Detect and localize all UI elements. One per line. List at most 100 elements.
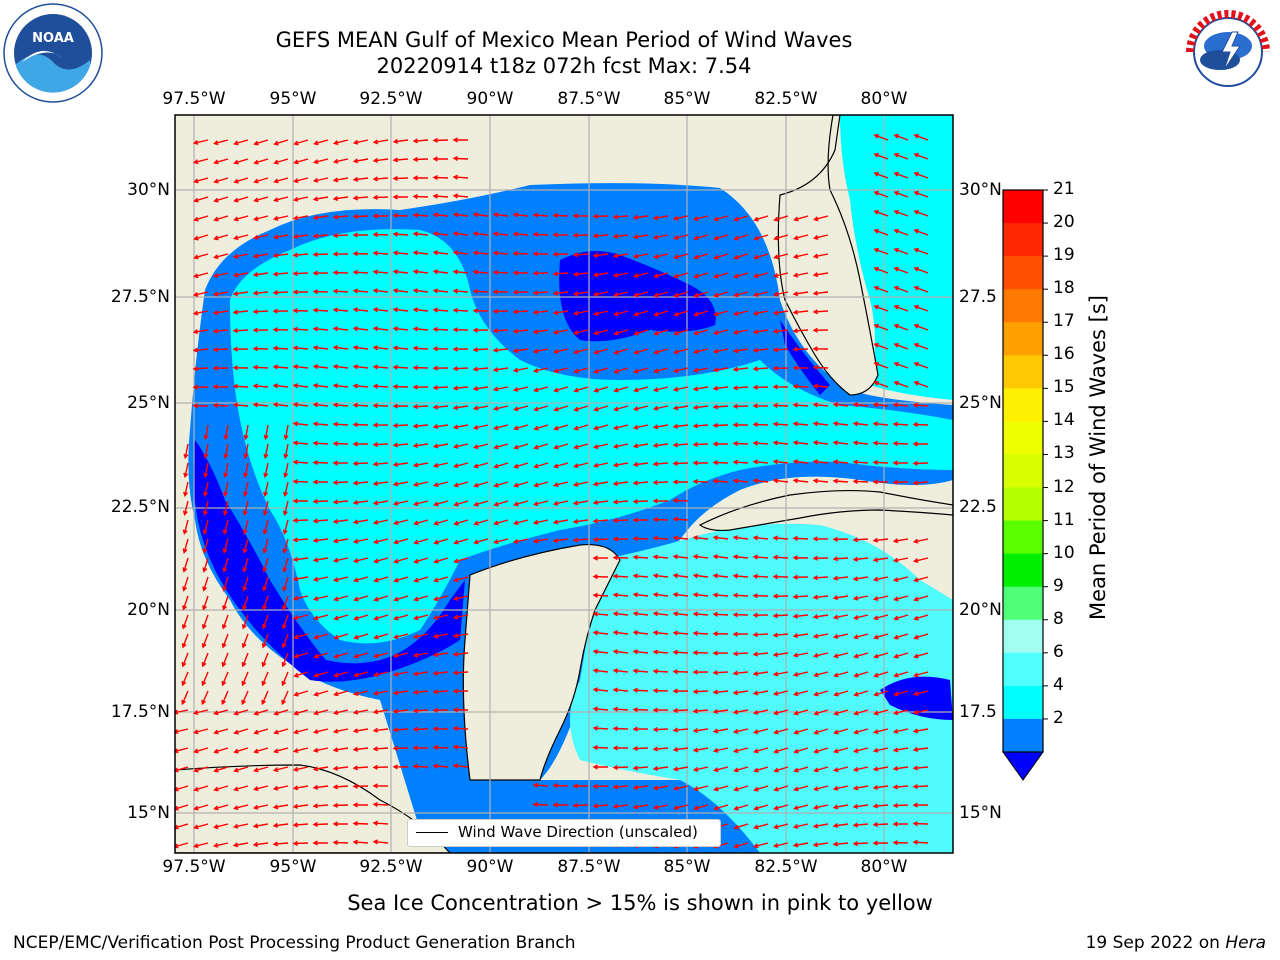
wave-arrow: [772, 328, 789, 334]
wave-arrow: [912, 402, 929, 408]
wave-arrow: [772, 613, 789, 619]
wave-arrow: [632, 649, 649, 655]
wave-arrow: [753, 766, 769, 773]
wave-arrow: [432, 175, 449, 181]
wave-arrow: [733, 785, 749, 792]
wave-arrow: [292, 233, 309, 240]
wave-arrow: [452, 633, 469, 639]
wave-arrow: [592, 462, 609, 468]
wave-arrow: [352, 820, 369, 827]
wave-arrow: [713, 291, 729, 298]
wave-arrow: [352, 499, 369, 505]
wave-arrow: [772, 440, 789, 446]
wave-arrow: [332, 251, 349, 257]
wave-arrow: [281, 690, 289, 706]
wave-arrow: [632, 424, 649, 430]
wave-arrow: [292, 326, 309, 332]
colorbar-tick-label: 9: [1053, 575, 1064, 596]
wave-arrow: [182, 576, 189, 592]
wave-arrow: [753, 253, 769, 260]
wave-arrow: [472, 347, 489, 353]
wave-arrow: [912, 802, 929, 808]
wave-arrow: [332, 460, 349, 466]
wave-arrow: [752, 632, 769, 638]
wave-arrow: [632, 443, 649, 449]
wave-arrow: [412, 345, 429, 351]
wave-arrow: [182, 557, 189, 573]
wave-arrow: [832, 785, 849, 791]
wave-arrow: [372, 820, 389, 826]
wave-arrow: [532, 290, 549, 296]
wave-arrow: [433, 500, 449, 507]
wave-arrow: [473, 481, 489, 488]
wave-arrow: [672, 535, 689, 541]
wave-arrow: [512, 386, 529, 392]
wave-arrow: [312, 214, 329, 220]
wave-arrow: [452, 725, 469, 731]
wave-arrow: [892, 479, 909, 485]
wave-arrow: [452, 212, 469, 218]
wave-arrow: [372, 727, 389, 733]
wave-arrow: [392, 288, 409, 294]
wave-arrow: [241, 652, 249, 668]
wave-arrow: [772, 310, 789, 316]
wave-arrow: [793, 690, 809, 697]
wave-arrow: [192, 347, 209, 353]
wave-arrow: [672, 727, 689, 733]
colorbar-segment: [1003, 619, 1043, 654]
wave-arrow: [593, 424, 609, 431]
wave-arrow: [692, 669, 709, 675]
wave-arrow: [212, 328, 229, 334]
wave-arrow: [792, 842, 809, 848]
wave-arrow: [253, 139, 269, 146]
wave-arrow: [453, 538, 469, 545]
wave-arrow: [592, 803, 609, 809]
lat-tick-right: 30°N: [959, 180, 1002, 200]
wave-arrow: [432, 689, 449, 695]
wave-arrow: [192, 366, 209, 372]
wave-arrow: [712, 689, 729, 695]
wave-arrow: [272, 785, 289, 791]
wave-arrow: [612, 480, 629, 486]
wave-arrow: [262, 576, 269, 592]
wave-arrow: [332, 557, 349, 563]
wave-arrow: [792, 478, 809, 484]
wave-arrow: [332, 840, 349, 846]
wave-arrow: [193, 823, 209, 830]
wave-arrow: [672, 386, 689, 392]
wave-arrow: [912, 728, 929, 734]
wave-arrow: [553, 405, 569, 412]
wave-arrow: [572, 519, 589, 525]
wave-arrow: [773, 804, 789, 811]
wave-arrow: [273, 139, 289, 146]
wave-arrow: [532, 801, 549, 808]
wave-arrow: [332, 479, 349, 486]
wave-arrow: [712, 404, 729, 410]
wave-arrow: [332, 821, 349, 827]
wave-arrow: [201, 690, 209, 706]
wave-arrow: [773, 253, 789, 260]
wave-arrow: [352, 746, 369, 752]
wave-arrow: [652, 649, 669, 655]
wave-arrow: [652, 573, 669, 579]
wave-arrow: [872, 747, 889, 753]
wave-arrow: [612, 687, 629, 693]
wave-arrow: [332, 728, 349, 734]
wave-arrow: [213, 785, 229, 792]
wave-arrow: [893, 323, 909, 331]
wave-arrow: [632, 784, 649, 790]
wave-arrow: [262, 538, 269, 554]
wave-arrow: [533, 386, 549, 393]
wave-arrow: [353, 557, 369, 564]
wave-arrow: [452, 231, 469, 237]
wave-arrow: [272, 215, 289, 221]
wave-arrow: [493, 424, 509, 431]
wave-arrow: [653, 367, 669, 374]
wave-arrow: [412, 250, 429, 256]
wave-arrow: [712, 611, 729, 617]
wave-arrow: [372, 746, 389, 752]
wave-arrow: [292, 459, 309, 465]
lon-tick-top: 82.5°W: [754, 89, 818, 109]
colorbar: [1002, 189, 1048, 781]
wave-arrow: [513, 424, 529, 431]
